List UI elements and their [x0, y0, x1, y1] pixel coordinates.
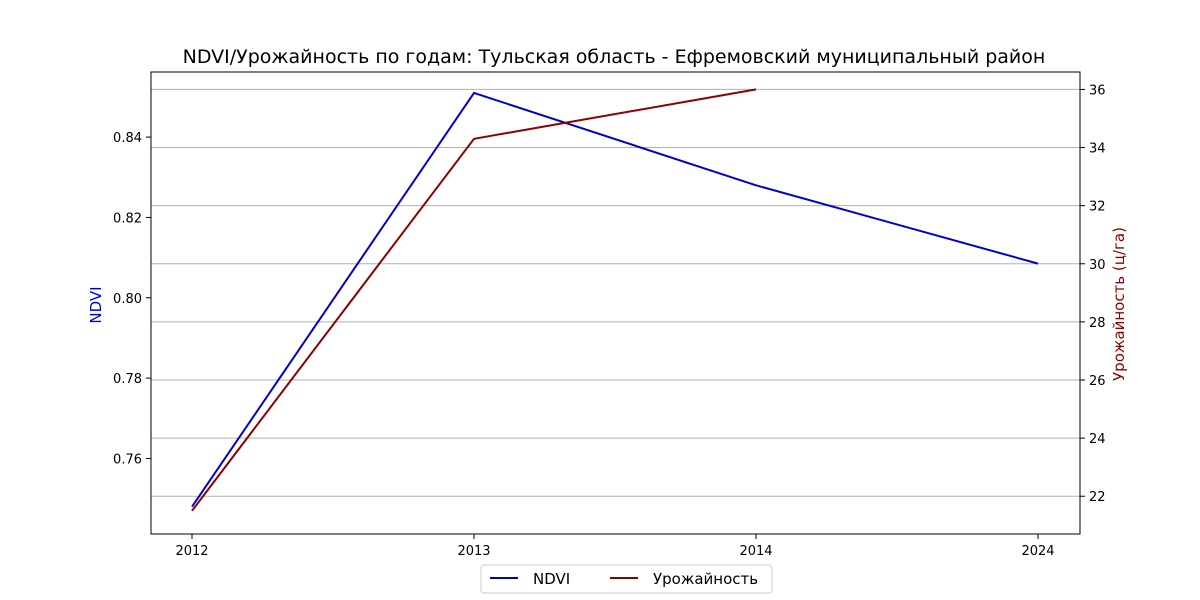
x-tick-label: 2014	[739, 544, 772, 559]
y-right-tick-label: 34	[1089, 142, 1106, 157]
series-lines	[191, 88, 1039, 512]
y-left-tick-label: 0.76	[113, 452, 142, 467]
plot-frame	[150, 71, 1081, 535]
y-right-tick-label: 26	[1089, 374, 1106, 389]
y-left-tick-label: 0.82	[113, 211, 142, 226]
legend: NDVI Урожайность	[480, 564, 773, 594]
y-right-tick-label: 30	[1089, 258, 1106, 273]
series-line-yield	[191, 88, 757, 512]
legend-label-ndvi: NDVI	[533, 570, 570, 588]
grid	[151, 88, 1080, 497]
y-right-tick-label: 24	[1089, 432, 1106, 447]
y-left-tick-label: 0.78	[113, 372, 142, 387]
y-axis-left-label: NDVI	[87, 286, 105, 323]
x-axis: 2012 2013 2014 2024	[175, 534, 1055, 559]
y-axis-right-label: Урожайность (ц/га)	[1110, 227, 1128, 381]
y-right-tick-label: 28	[1089, 316, 1106, 331]
chart-title: NDVI/Урожайность по годам: Тульская обла…	[183, 46, 1046, 68]
y-right-tick-label: 32	[1089, 200, 1106, 215]
y-axis-right: 22 24 26 28 30 32 34 36	[1080, 83, 1106, 505]
legend-label-yield: Урожайность	[653, 570, 758, 588]
x-tick-label: 2013	[457, 544, 490, 559]
y-right-tick-label: 22	[1089, 490, 1106, 505]
y-left-tick-label: 0.84	[113, 131, 142, 146]
x-tick-label: 2012	[175, 544, 208, 559]
x-tick-label: 2024	[1021, 544, 1054, 559]
y-left-tick-label: 0.80	[113, 292, 142, 307]
y-axis-left: 0.76 0.78 0.80 0.82 0.84	[113, 131, 151, 467]
series-line-ndvi	[191, 91, 1039, 508]
y-right-tick-label: 36	[1089, 83, 1106, 98]
